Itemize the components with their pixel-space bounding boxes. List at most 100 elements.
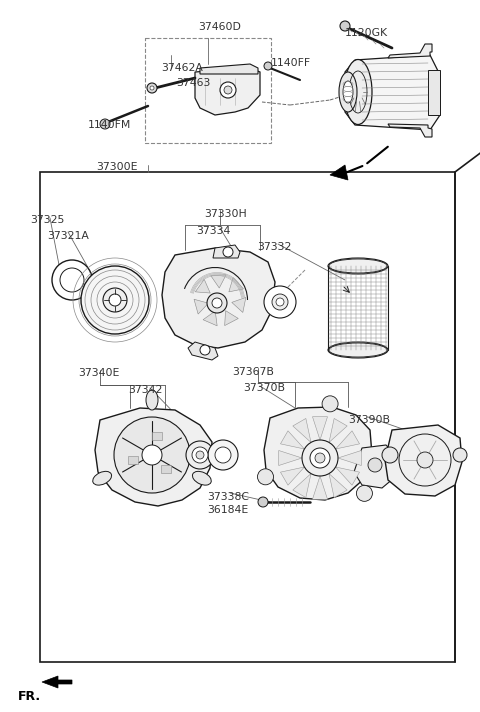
Polygon shape (188, 342, 218, 360)
Circle shape (200, 345, 210, 355)
Polygon shape (385, 425, 462, 496)
Text: 37332: 37332 (257, 242, 291, 252)
Ellipse shape (109, 294, 121, 306)
Circle shape (417, 452, 433, 468)
Ellipse shape (328, 342, 388, 358)
Polygon shape (293, 419, 311, 442)
Polygon shape (330, 165, 348, 180)
Circle shape (100, 119, 110, 129)
Ellipse shape (343, 81, 353, 103)
Bar (128, 456, 138, 464)
Circle shape (264, 286, 296, 318)
Circle shape (310, 448, 330, 468)
Bar (152, 431, 162, 440)
Text: 37330H: 37330H (204, 209, 247, 219)
Circle shape (302, 440, 338, 476)
Circle shape (212, 298, 222, 308)
Ellipse shape (339, 72, 357, 112)
Polygon shape (195, 279, 210, 293)
Polygon shape (329, 473, 347, 498)
Polygon shape (388, 124, 432, 137)
Polygon shape (203, 311, 217, 326)
Polygon shape (200, 64, 258, 74)
Ellipse shape (344, 60, 372, 125)
Text: 37463: 37463 (176, 78, 210, 88)
Ellipse shape (328, 258, 388, 274)
Text: 37390B: 37390B (348, 415, 390, 425)
Text: 37460D: 37460D (198, 22, 241, 32)
Circle shape (453, 448, 467, 462)
Polygon shape (194, 299, 208, 314)
Circle shape (223, 247, 233, 257)
Circle shape (192, 447, 208, 463)
Circle shape (368, 458, 382, 472)
Polygon shape (345, 55, 440, 130)
Ellipse shape (146, 390, 158, 410)
Text: 37338C: 37338C (207, 492, 249, 502)
Text: 1120GK: 1120GK (345, 28, 388, 38)
Ellipse shape (103, 288, 127, 312)
Polygon shape (213, 245, 240, 258)
Bar (145, 38, 271, 143)
Polygon shape (279, 451, 302, 466)
Bar (428, 70, 440, 115)
Text: 37340E: 37340E (78, 368, 120, 378)
Circle shape (315, 453, 325, 463)
Polygon shape (354, 445, 396, 488)
Circle shape (208, 440, 238, 470)
Circle shape (264, 62, 272, 70)
Text: 37334: 37334 (196, 226, 230, 236)
Circle shape (142, 445, 162, 465)
Circle shape (258, 497, 268, 507)
Polygon shape (293, 473, 311, 498)
Polygon shape (329, 419, 347, 442)
Circle shape (224, 86, 232, 94)
Text: 37342: 37342 (128, 385, 162, 395)
Polygon shape (264, 407, 372, 500)
Text: 37300E: 37300E (96, 162, 137, 172)
Circle shape (276, 298, 284, 306)
Polygon shape (336, 431, 360, 449)
Polygon shape (336, 467, 360, 485)
Circle shape (52, 260, 92, 300)
Circle shape (150, 86, 154, 90)
Polygon shape (280, 467, 304, 485)
Circle shape (257, 468, 274, 485)
Polygon shape (312, 417, 327, 440)
Circle shape (196, 451, 204, 459)
Polygon shape (211, 275, 226, 288)
Circle shape (60, 268, 84, 292)
Polygon shape (229, 278, 243, 292)
Ellipse shape (81, 266, 149, 334)
Bar (40, 172, 455, 662)
Circle shape (207, 293, 227, 313)
Text: 36184E: 36184E (207, 505, 248, 515)
Ellipse shape (93, 471, 111, 485)
Text: 37321A: 37321A (47, 231, 89, 241)
Polygon shape (338, 451, 361, 466)
Circle shape (340, 21, 350, 31)
Text: 37370B: 37370B (243, 383, 285, 393)
Polygon shape (162, 248, 275, 348)
Circle shape (322, 396, 338, 412)
Circle shape (272, 294, 288, 310)
Text: 37462A: 37462A (161, 63, 203, 73)
Polygon shape (225, 310, 238, 325)
Circle shape (147, 83, 157, 93)
Circle shape (357, 486, 372, 501)
Text: 1140FM: 1140FM (88, 120, 132, 130)
Bar (161, 465, 171, 473)
Text: 1140FF: 1140FF (271, 58, 311, 68)
Text: 37325: 37325 (30, 215, 64, 225)
Circle shape (186, 441, 214, 469)
Polygon shape (388, 44, 432, 58)
Polygon shape (95, 408, 212, 506)
Circle shape (382, 447, 398, 463)
Text: 37367B: 37367B (232, 367, 274, 377)
Polygon shape (280, 431, 304, 449)
Ellipse shape (192, 471, 211, 485)
Circle shape (114, 417, 190, 493)
Circle shape (215, 447, 231, 463)
Circle shape (220, 82, 236, 98)
Text: FR.: FR. (18, 690, 41, 703)
